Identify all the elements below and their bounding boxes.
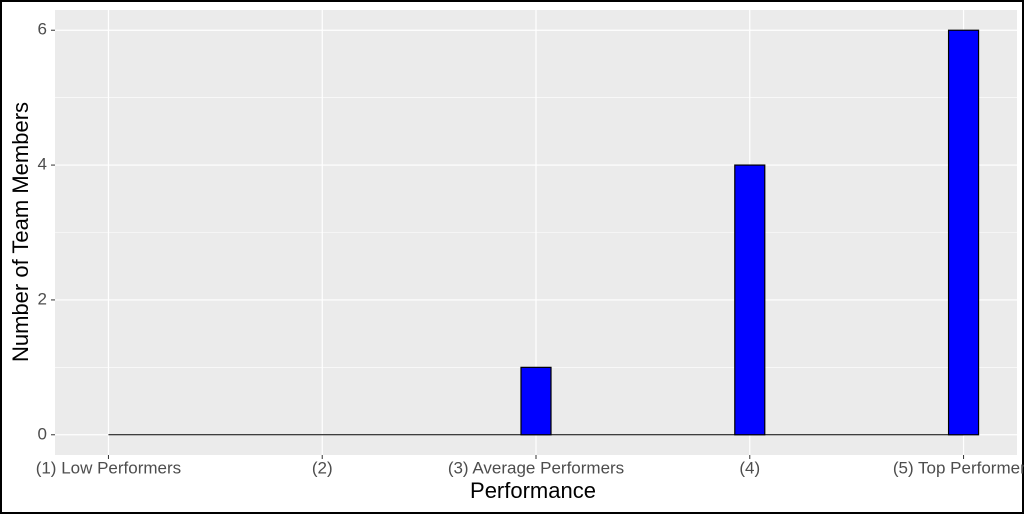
x-tick-label: (2): [312, 458, 333, 477]
x-tick-label: (3) Average Performers: [448, 458, 624, 477]
y-axis-title: Number of Team Members: [8, 102, 33, 362]
y-tick-label: 0: [38, 424, 47, 443]
y-tick-label: 6: [38, 20, 47, 39]
x-axis-title: Performance: [470, 478, 596, 503]
x-tick-label: (1) Low Performers: [36, 458, 181, 477]
x-tick-label: (4): [739, 458, 760, 477]
bar: [520, 366, 552, 436]
y-tick-label: 4: [38, 155, 47, 174]
bar: [734, 164, 766, 436]
y-tick-label: 2: [38, 289, 47, 308]
bar: [947, 29, 980, 436]
x-tick-label: (5) Top Performers: [893, 458, 1024, 477]
